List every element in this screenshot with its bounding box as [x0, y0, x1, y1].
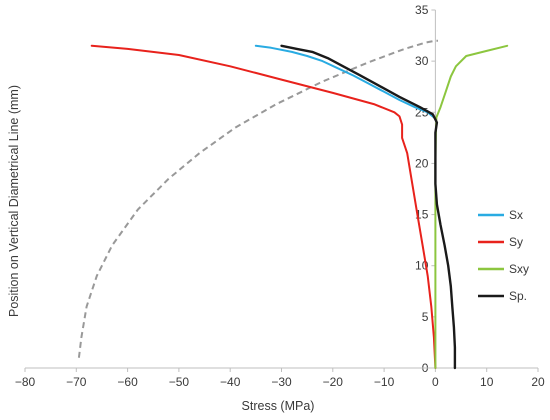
- x-tick-label: −50: [169, 375, 190, 389]
- series-line-sx: [254, 44, 435, 119]
- x-tick-label: −20: [323, 375, 344, 389]
- y-tick-label: 30: [415, 54, 429, 68]
- axes: [24, 9, 539, 372]
- legend-label-sy: Sy: [509, 235, 523, 249]
- x-tick-label: −70: [66, 375, 87, 389]
- x-axis-title: Stress (MPa): [242, 399, 315, 413]
- series-line-sp: [280, 44, 457, 370]
- y-tick-label: 20: [415, 156, 429, 170]
- series-line-sy: [90, 44, 437, 369]
- x-tick-label: 20: [531, 375, 545, 389]
- x-tick-label: −30: [271, 375, 292, 389]
- legend-label-sxy: Sxy: [509, 262, 529, 276]
- y-tick-label: 35: [415, 3, 429, 17]
- x-tick-label: −10: [374, 375, 395, 389]
- y-tick-label: 5: [422, 310, 429, 324]
- x-tick-label: 10: [480, 375, 494, 389]
- y-axis-title: Position on Vertical Diametrical Line (m…: [7, 85, 21, 317]
- series-line-sxy: [434, 44, 509, 369]
- x-tick-label: −60: [117, 375, 138, 389]
- x-tick-labels: −80 −70 −60 −50 −40 −30 −20 −10 0 10 20: [15, 375, 545, 389]
- y-axis-title-group: Position on Vertical Diametrical Line (m…: [7, 85, 21, 317]
- series-layer: [90, 44, 509, 370]
- legend-label-sx: Sx: [509, 208, 523, 222]
- x-tick-label: −80: [15, 375, 36, 389]
- legend: Sx Sy Sxy Sp.: [478, 208, 529, 303]
- x-tick-label: −40: [220, 375, 241, 389]
- legend-label-sp: Sp.: [509, 289, 527, 303]
- x-tick-label: 0: [432, 375, 439, 389]
